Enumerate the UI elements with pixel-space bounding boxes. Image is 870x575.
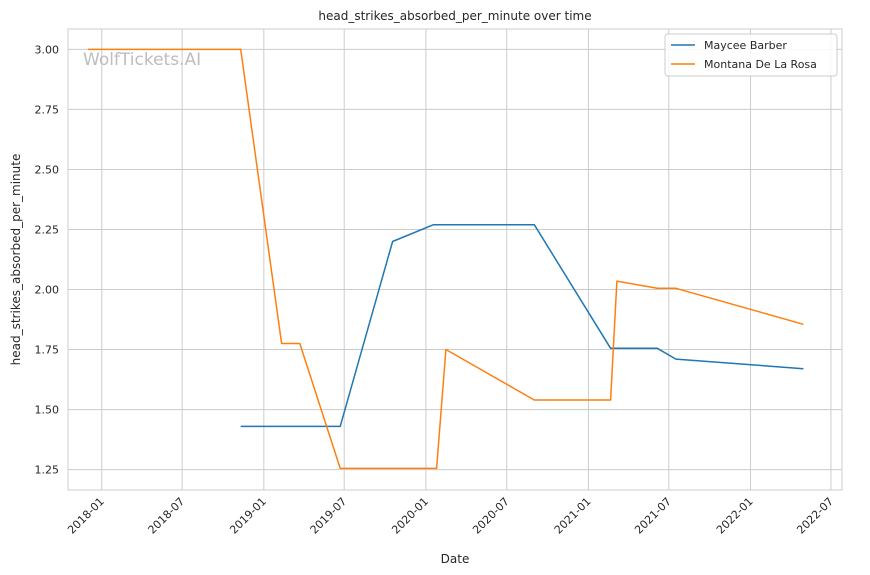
y-tick-label: 1.75 xyxy=(35,344,60,357)
series-line xyxy=(240,223,804,428)
y-axis-label: head_strikes_absorbed_per_minute xyxy=(9,154,23,366)
watermark: WolfTickets.AI xyxy=(83,50,201,70)
series-lines xyxy=(88,48,804,470)
legend-box xyxy=(664,33,838,77)
legend: Maycee Barber Montana De La Rosa xyxy=(664,33,838,77)
x-axis-label: Date xyxy=(441,552,470,566)
y-tick-label: 1.50 xyxy=(35,404,60,417)
series-line xyxy=(88,48,804,470)
y-axis-ticks: 1.25 1.50 1.75 2.00 2.25 2.50 2.75 3.00 xyxy=(35,43,60,476)
y-tick-label: 2.00 xyxy=(35,284,60,297)
y-tick-label: 2.75 xyxy=(35,103,60,116)
grid xyxy=(68,29,842,490)
y-tick-label: 2.25 xyxy=(35,223,60,236)
chart-title: head_strikes_absorbed_per_minute over ti… xyxy=(318,9,591,23)
y-tick-label: 1.25 xyxy=(35,464,60,477)
legend-label: Maycee Barber xyxy=(704,39,787,52)
legend-label: Montana De La Rosa xyxy=(704,58,817,71)
y-tick-label: 2.50 xyxy=(35,163,60,176)
y-tick-label: 3.00 xyxy=(35,43,60,56)
plot-area-frame xyxy=(67,28,843,491)
